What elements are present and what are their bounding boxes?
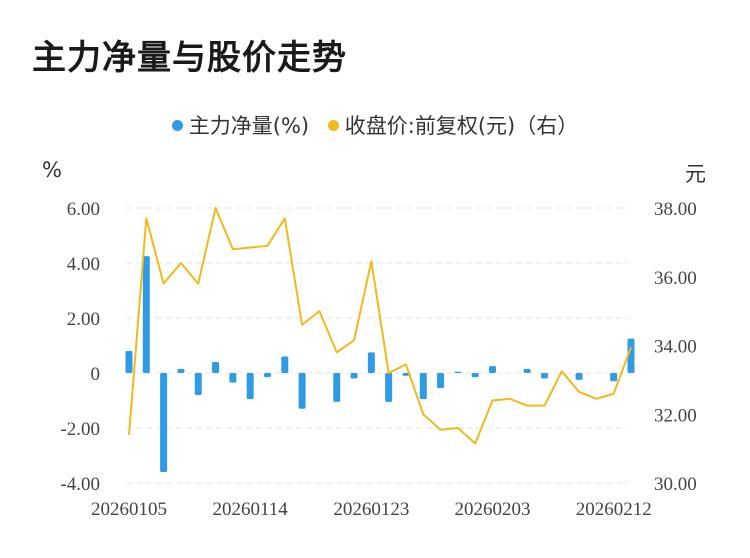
y-right-tick-label: 30.00 — [654, 474, 697, 495]
net-flow-bar — [194, 373, 202, 395]
net-flow-bar — [385, 373, 393, 402]
x-tick-label: 20260105 — [91, 499, 167, 520]
net-flow-bar — [402, 373, 410, 376]
y-left-tick-label: 0 — [91, 364, 101, 385]
net-flow-bar — [125, 351, 133, 373]
net-flow-bar — [437, 373, 445, 389]
right-axis-unit: 元 — [685, 162, 706, 186]
net-flow-bar — [523, 368, 531, 373]
y-left-tick-label: -4.00 — [60, 474, 100, 495]
x-tick-label: 20260123 — [333, 499, 409, 520]
legend-net-flow-label: 主力净量(%) — [188, 114, 310, 138]
y-right-tick-label: 32.00 — [654, 405, 697, 426]
net-flow-bar — [246, 373, 254, 400]
y-right-tick-label: 38.00 — [654, 199, 697, 220]
y-right-tick-label: 36.00 — [654, 268, 697, 289]
chart-title: 主力净量与股价走势 — [32, 38, 347, 78]
x-tick-label: 20260114 — [213, 499, 289, 520]
net-flow-bar — [177, 368, 185, 373]
close-price-line — [128, 207, 632, 445]
net-flow-bar — [333, 373, 341, 402]
x-tick-label: 20260212 — [576, 499, 652, 520]
y-right-tick-label: 34.00 — [654, 337, 697, 358]
net-flow-bar — [263, 373, 271, 378]
net-flow-bar — [298, 373, 306, 409]
legend-close-price-dot — [327, 119, 339, 131]
net-flow-bar — [142, 256, 150, 373]
net-flow-bar — [610, 373, 618, 382]
net-flow-bar — [229, 373, 237, 383]
legend-item-net-flow[interactable]: 主力净量(%) — [171, 110, 310, 140]
net-flow-bar — [350, 373, 358, 379]
net-flow-bar — [212, 362, 220, 373]
net-flow-bar — [419, 373, 427, 400]
chart-legend: 主力净量(%) 收盘价:前复权(元)（右） — [0, 110, 750, 140]
net-flow-bar — [160, 373, 168, 472]
legend-item-close-price[interactable]: 收盘价:前复权(元)（右） — [327, 110, 579, 140]
y-left-tick-label: -2.00 — [60, 419, 100, 440]
y-left-tick-label: 6.00 — [67, 199, 100, 220]
net-flow-bar — [367, 352, 375, 373]
net-flow-bar — [489, 366, 497, 373]
net-flow-bar — [281, 356, 289, 373]
net-flow-bar — [575, 373, 583, 380]
left-axis-unit: % — [42, 158, 62, 182]
legend-close-price-label: 收盘价:前复权(元)（右） — [344, 114, 579, 138]
y-left-tick-label: 2.00 — [67, 309, 100, 330]
net-flow-bar — [540, 373, 548, 379]
y-left-tick-label: 4.00 — [67, 254, 100, 275]
net-flow-bar — [454, 371, 462, 373]
x-tick-label: 20260203 — [455, 499, 531, 520]
net-flow-bar — [471, 373, 479, 378]
net-flow-bar — [627, 338, 635, 373]
legend-net-flow-dot — [171, 119, 183, 131]
